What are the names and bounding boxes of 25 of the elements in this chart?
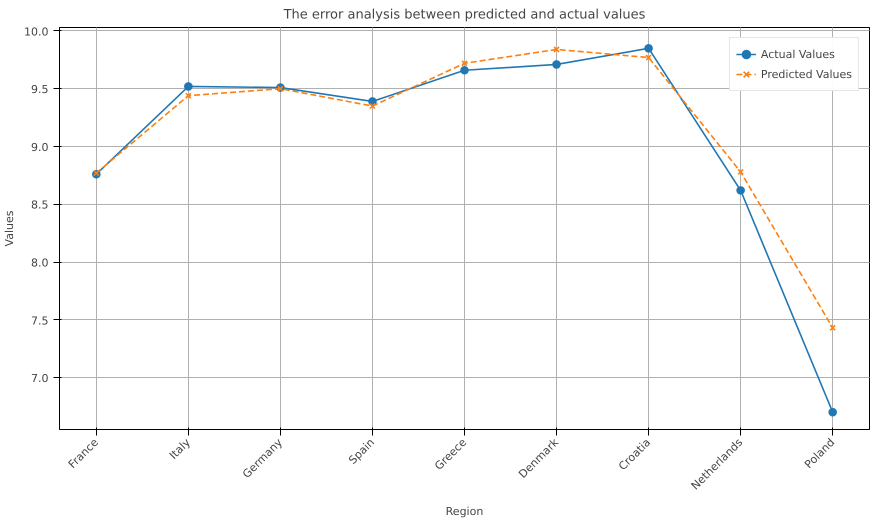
point (369, 102, 376, 110)
chart-title: The error analysis between predicted and actual values (282, 8, 646, 22)
point (553, 46, 560, 53)
point (185, 92, 192, 99)
point (829, 324, 836, 332)
legend-label: Actual Values (760, 48, 835, 60)
point (552, 60, 561, 69)
y-tick-label: 9.5 (31, 83, 49, 96)
x-axis-title: Region (446, 505, 484, 518)
point (460, 66, 469, 75)
point (737, 168, 744, 176)
point (461, 60, 468, 67)
y-tick-label: 8.5 (31, 198, 49, 212)
point (184, 82, 193, 91)
y-tick-label: 7.5 (31, 314, 49, 328)
point (644, 44, 653, 53)
legend-label: Predicted Values (760, 68, 852, 80)
y-tick-label: 9.0 (31, 140, 49, 154)
y-tick-label: 10.0 (24, 25, 49, 38)
y-axis-title: Values (3, 210, 16, 246)
y-tick-label: 7.0 (31, 372, 49, 386)
point (645, 54, 652, 61)
point (736, 186, 745, 195)
y-tick-label: 8.0 (31, 256, 49, 270)
point (828, 408, 837, 416)
